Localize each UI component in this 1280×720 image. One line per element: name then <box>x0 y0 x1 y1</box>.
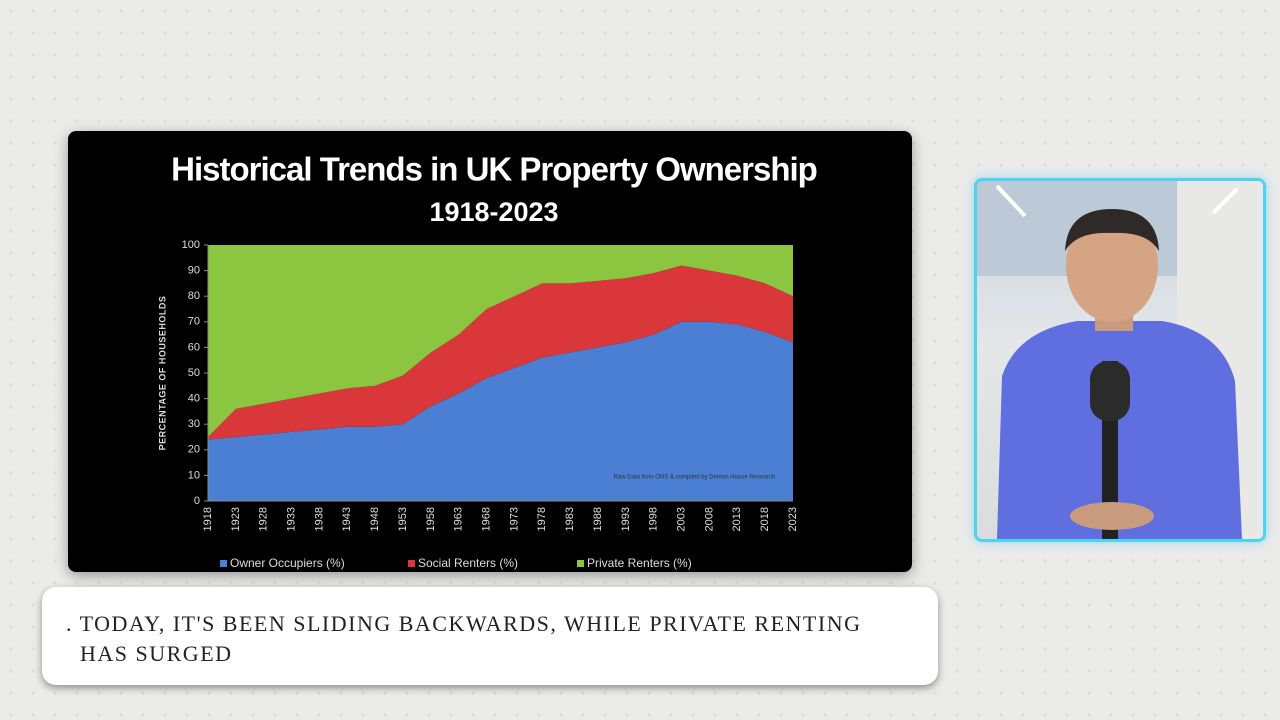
x-tick-label: 2018 <box>759 507 771 531</box>
legend-label: Owner Occupiers (%) <box>230 556 345 570</box>
x-tick-label: 1978 <box>536 507 548 531</box>
chart-subtitle: 1918-2023 <box>429 197 558 227</box>
y-tick-label: 0 <box>194 495 200 507</box>
presenter-video <box>977 181 1263 539</box>
x-tick-label: 1958 <box>425 507 437 531</box>
x-tick-label: 2013 <box>731 507 743 531</box>
x-tick-label: 1963 <box>453 507 465 531</box>
legend-swatch <box>408 560 415 567</box>
x-tick-label: 1943 <box>341 507 353 531</box>
x-tick-label: 1938 <box>313 507 325 531</box>
x-tick-label: 1948 <box>369 507 381 531</box>
area <box>208 321 793 501</box>
y-tick-label: 30 <box>188 418 200 430</box>
y-axis-label: PERCENTAGE OF HOUSEHOLDS <box>157 296 167 451</box>
y-tick-label: 10 <box>188 469 200 481</box>
legend-label: Social Renters (%) <box>418 556 518 570</box>
annotation: Raw Data from ONS & compiled by Denton H… <box>614 475 775 481</box>
caption-line: . today, it's been sliding backwards, wh… <box>66 611 862 636</box>
y-tick-label: 40 <box>188 393 200 405</box>
x-tick-label: 1973 <box>508 507 520 531</box>
x-tick-label: 1933 <box>285 507 297 531</box>
x-tick-label: 1953 <box>397 507 409 531</box>
x-tick-label: 1993 <box>620 507 632 531</box>
legend-label: Private Renters (%) <box>587 556 692 570</box>
chart-title: Historical Trends in UK Property Ownersh… <box>171 151 817 188</box>
x-tick-label: 1923 <box>230 507 242 531</box>
y-tick-label: 60 <box>188 341 200 353</box>
area <box>208 265 793 440</box>
x-tick-label: 1928 <box>258 507 270 531</box>
y-tick-label: 50 <box>188 367 200 379</box>
x-tick-label: 1968 <box>480 507 492 531</box>
legend-swatch <box>577 560 584 567</box>
x-tick-label: 1918 <box>202 507 214 531</box>
chart-panel: Historical Trends in UK Property Ownersh… <box>68 131 912 572</box>
area <box>208 245 793 437</box>
y-tick-label: 70 <box>188 316 200 328</box>
x-tick-label: 2023 <box>787 507 799 531</box>
x-tick-label: 2008 <box>703 507 715 531</box>
legend-swatch <box>220 560 227 567</box>
x-tick-label: 1983 <box>564 507 576 531</box>
webcam-feed <box>974 178 1266 542</box>
y-tick-label: 90 <box>188 265 200 277</box>
x-tick-label: 1998 <box>648 507 660 531</box>
chart: Historical Trends in UK Property Ownersh… <box>157 151 817 570</box>
subtitle-caption: . today, it's been sliding backwards, wh… <box>42 587 938 685</box>
caption-line: has surged <box>80 641 233 666</box>
y-tick-label: 20 <box>188 444 200 456</box>
x-tick-label: 2003 <box>675 507 687 531</box>
y-tick-label: 80 <box>188 290 200 302</box>
x-tick-label: 1988 <box>592 507 604 531</box>
y-tick-label: 100 <box>182 239 200 251</box>
